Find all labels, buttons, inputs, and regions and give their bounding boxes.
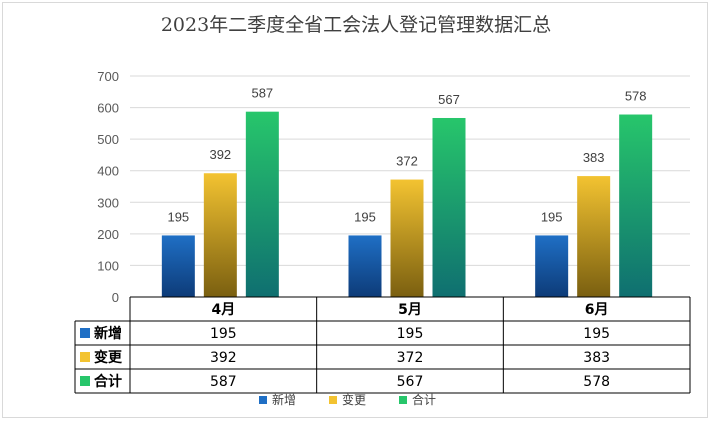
bar: [390, 179, 424, 297]
legend-swatch: [329, 396, 337, 404]
table-cell: 372: [397, 350, 424, 366]
table-cell: 195: [210, 326, 237, 342]
table-cell: 392: [210, 350, 237, 366]
data-label: 578: [625, 89, 647, 104]
y-tick-label: 500: [97, 132, 119, 147]
data-label: 567: [438, 92, 460, 107]
data-label: 195: [541, 209, 563, 224]
x-tick-label: 6月: [585, 302, 609, 318]
data-label: 587: [251, 86, 273, 101]
bar: [619, 114, 653, 297]
y-tick-label: 100: [97, 258, 119, 273]
y-tick-label: 700: [97, 69, 119, 84]
x-tick-label: 4月: [211, 302, 235, 318]
data-label: 392: [209, 147, 231, 162]
y-tick-label: 200: [97, 227, 119, 242]
bar: [161, 235, 195, 297]
table-cell: 195: [583, 326, 610, 342]
y-tick-label: 0: [112, 290, 119, 305]
bar: [203, 173, 237, 297]
legend-swatch: [399, 396, 407, 404]
chart-frame: [2, 2, 708, 418]
data-label: 372: [396, 154, 418, 169]
table-cell: 195: [397, 326, 424, 342]
legend-label: 新增: [272, 392, 296, 407]
bar: [535, 235, 569, 297]
y-tick-label: 600: [97, 101, 119, 116]
data-label: 195: [167, 209, 189, 224]
legend-key: [80, 328, 90, 338]
bar: [577, 176, 611, 297]
table-cell: 587: [210, 374, 237, 390]
data-label: 195: [354, 209, 376, 224]
table-cell: 567: [397, 374, 424, 390]
y-tick-label: 300: [97, 195, 119, 210]
legend-label: 变更: [342, 392, 366, 407]
table-cell: 383: [583, 350, 610, 366]
table-row-header: 合计: [94, 373, 122, 390]
data-label: 383: [583, 150, 605, 165]
table-row-header: 变更: [94, 349, 123, 366]
table-cell: 578: [583, 374, 610, 390]
legend-label: 合计: [412, 392, 436, 407]
legend-key: [80, 352, 90, 362]
bar: [348, 235, 382, 297]
bar: [245, 111, 279, 297]
bar: [432, 117, 466, 298]
y-tick-label: 400: [97, 164, 119, 179]
legend-key: [80, 376, 90, 386]
chart-title: 2023年二季度全省工会法人登记管理数据汇总: [160, 14, 552, 36]
x-tick-label: 5月: [398, 302, 422, 318]
legend-swatch: [259, 396, 267, 404]
table-row-header: 新增: [94, 325, 122, 342]
